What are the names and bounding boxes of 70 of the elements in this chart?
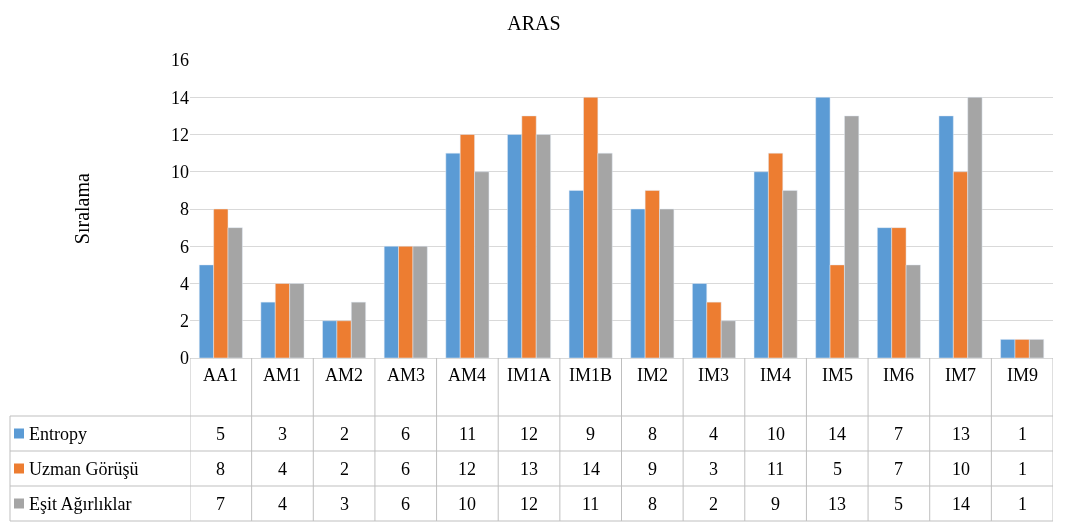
data-label: 14 <box>582 459 600 479</box>
data-label: 10 <box>952 459 970 479</box>
data-label: 3 <box>709 459 718 479</box>
chart-title: ARAS <box>507 11 561 34</box>
data-label: 6 <box>401 459 410 479</box>
data-label: 9 <box>586 424 595 444</box>
x-tick-label: IM7 <box>945 365 976 385</box>
y-tick-label: 2 <box>180 311 189 332</box>
y-axis-title: Sıralama <box>71 172 94 245</box>
data-label: 10 <box>767 424 785 444</box>
x-tick-label: IM3 <box>698 365 729 385</box>
data-label: 11 <box>767 459 785 479</box>
data-label: 10 <box>458 494 476 514</box>
data-label: 9 <box>648 459 657 479</box>
data-label: 8 <box>216 459 225 479</box>
data-label: 4 <box>278 494 287 514</box>
data-label: 4 <box>709 424 718 444</box>
data-label: 1 <box>1018 459 1027 479</box>
data-label: 14 <box>952 494 970 514</box>
data-label: 8 <box>648 494 657 514</box>
x-tick-label: IM5 <box>822 365 853 385</box>
data-label: 1 <box>1018 494 1027 514</box>
data-label: 7 <box>894 459 903 479</box>
x-tick-label: AM3 <box>387 365 426 385</box>
data-label: 7 <box>216 494 225 514</box>
y-tick-label: 8 <box>180 199 189 220</box>
y-tick-label: 6 <box>180 236 189 257</box>
data-label: 5 <box>216 424 225 444</box>
legend-label: Entropy <box>29 424 87 444</box>
data-label: 7 <box>894 424 903 444</box>
x-tick-label: AM1 <box>263 365 302 385</box>
data-label: 2 <box>709 494 718 514</box>
data-label: 12 <box>458 459 476 479</box>
x-tick-label: AA1 <box>203 365 238 385</box>
x-tick-label: IM1B <box>569 365 613 385</box>
data-label: 5 <box>833 459 842 479</box>
data-label: 9 <box>771 494 780 514</box>
data-label: 2 <box>340 424 349 444</box>
data-label: 13 <box>952 424 970 444</box>
x-tick-label: IM6 <box>883 365 914 385</box>
y-tick-label: 10 <box>171 162 189 183</box>
x-tick-label: AM4 <box>448 365 487 385</box>
data-label: 14 <box>828 424 846 444</box>
data-label: 3 <box>340 494 349 514</box>
data-label: 12 <box>520 424 538 444</box>
y-tick-label: 0 <box>180 348 189 369</box>
data-label: 6 <box>401 494 410 514</box>
data-label: 11 <box>459 424 477 444</box>
x-tick-label: AM2 <box>325 365 364 385</box>
y-tick-label: 4 <box>180 273 189 294</box>
data-label: 12 <box>520 494 538 514</box>
legend-label: Eşit Ağırlıklar <box>29 494 132 514</box>
data-label: 5 <box>894 494 903 514</box>
data-label: 6 <box>401 424 410 444</box>
y-tick-label: 14 <box>171 87 189 108</box>
data-label: 8 <box>648 424 657 444</box>
x-tick-label: IM4 <box>760 365 791 385</box>
data-label: 11 <box>582 494 600 514</box>
y-tick-label: 16 <box>171 50 189 71</box>
data-label: 1 <box>1018 424 1027 444</box>
data-label: 13 <box>828 494 846 514</box>
x-tick-label: IM9 <box>1007 365 1038 385</box>
x-tick-label: IM1A <box>507 365 551 385</box>
data-label: 13 <box>520 459 538 479</box>
data-label: 3 <box>278 424 287 444</box>
legend-label: Uzman Görüşü <box>29 459 139 479</box>
data-label: 4 <box>278 459 287 479</box>
x-tick-label: IM2 <box>637 365 668 385</box>
y-tick-label: 12 <box>171 124 189 145</box>
data-label: 2 <box>340 459 349 479</box>
